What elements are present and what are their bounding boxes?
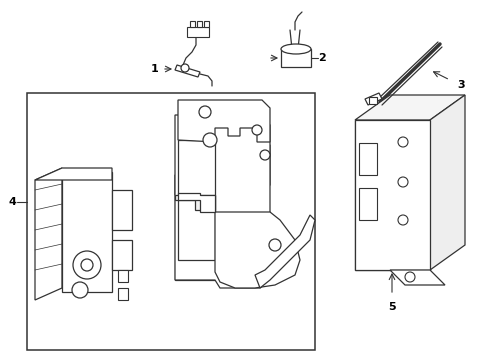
Polygon shape (354, 95, 464, 120)
Bar (118, 288, 128, 300)
Polygon shape (175, 65, 200, 77)
Bar (368, 97, 376, 104)
Bar (354, 120, 429, 270)
Polygon shape (178, 193, 215, 212)
Polygon shape (364, 93, 381, 105)
Polygon shape (175, 115, 269, 288)
Circle shape (397, 137, 407, 147)
Bar (112, 190, 132, 230)
Bar (62, 172, 112, 292)
Circle shape (73, 251, 101, 279)
Text: 5: 5 (387, 302, 395, 312)
Text: 2: 2 (317, 53, 325, 63)
Bar (281, 49, 310, 67)
Bar (190, 21, 195, 27)
Polygon shape (389, 270, 444, 285)
Circle shape (181, 64, 189, 72)
Circle shape (72, 282, 88, 298)
Circle shape (268, 239, 281, 251)
Text: 4: 4 (8, 197, 16, 207)
Polygon shape (429, 95, 464, 270)
Polygon shape (215, 212, 299, 288)
Polygon shape (175, 195, 215, 280)
Bar (186, 27, 208, 37)
Circle shape (251, 125, 262, 135)
Circle shape (81, 259, 93, 271)
Polygon shape (35, 168, 112, 180)
Polygon shape (175, 195, 215, 210)
Bar (197, 21, 202, 27)
Polygon shape (35, 168, 62, 300)
Bar (27, 93, 314, 350)
Bar (203, 21, 208, 27)
Circle shape (199, 106, 210, 118)
Circle shape (203, 133, 217, 147)
Bar (118, 270, 128, 282)
Circle shape (397, 177, 407, 187)
Polygon shape (254, 215, 314, 288)
Bar (358, 143, 376, 175)
Circle shape (397, 215, 407, 225)
Polygon shape (178, 140, 215, 260)
Text: 1: 1 (150, 64, 158, 74)
Polygon shape (175, 145, 269, 195)
Text: 3: 3 (456, 80, 464, 90)
Circle shape (260, 150, 269, 160)
Ellipse shape (281, 44, 310, 54)
Circle shape (404, 272, 414, 282)
Bar (354, 120, 429, 270)
Bar (112, 240, 132, 270)
Polygon shape (178, 100, 269, 142)
Bar (358, 188, 376, 220)
